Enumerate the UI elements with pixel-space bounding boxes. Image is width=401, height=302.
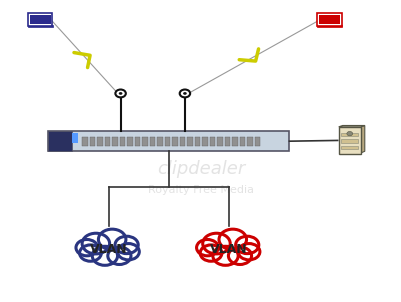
Circle shape — [228, 247, 251, 265]
FancyBboxPatch shape — [142, 137, 147, 146]
Circle shape — [79, 245, 101, 261]
FancyBboxPatch shape — [48, 131, 289, 151]
Polygon shape — [316, 25, 341, 27]
Circle shape — [115, 236, 138, 254]
FancyBboxPatch shape — [318, 14, 339, 24]
FancyBboxPatch shape — [217, 137, 222, 146]
FancyBboxPatch shape — [340, 146, 357, 149]
Circle shape — [117, 243, 139, 260]
Circle shape — [200, 245, 221, 261]
Polygon shape — [360, 126, 364, 153]
FancyBboxPatch shape — [340, 133, 357, 136]
FancyBboxPatch shape — [164, 137, 170, 146]
Circle shape — [219, 229, 246, 250]
FancyBboxPatch shape — [239, 137, 245, 146]
Circle shape — [212, 246, 237, 265]
Circle shape — [76, 239, 97, 256]
FancyBboxPatch shape — [254, 137, 260, 146]
Circle shape — [98, 229, 126, 250]
FancyBboxPatch shape — [30, 14, 51, 24]
Circle shape — [179, 89, 190, 97]
Text: Royalty Free Media: Royalty Free Media — [148, 185, 253, 195]
FancyBboxPatch shape — [82, 137, 87, 146]
Circle shape — [82, 233, 109, 254]
FancyBboxPatch shape — [317, 13, 341, 26]
FancyBboxPatch shape — [89, 137, 95, 146]
FancyBboxPatch shape — [202, 137, 207, 146]
FancyBboxPatch shape — [209, 137, 215, 146]
Text: VLAN: VLAN — [89, 243, 127, 256]
FancyBboxPatch shape — [340, 139, 357, 143]
FancyBboxPatch shape — [119, 137, 125, 146]
FancyBboxPatch shape — [104, 137, 110, 146]
FancyBboxPatch shape — [134, 137, 140, 146]
Polygon shape — [28, 25, 53, 27]
Circle shape — [118, 92, 122, 95]
Circle shape — [237, 243, 259, 260]
FancyBboxPatch shape — [112, 137, 117, 146]
Circle shape — [115, 89, 126, 97]
Circle shape — [196, 239, 218, 256]
FancyBboxPatch shape — [172, 137, 177, 146]
FancyBboxPatch shape — [247, 137, 252, 146]
FancyBboxPatch shape — [28, 13, 52, 26]
Polygon shape — [338, 126, 364, 127]
Text: VLAN: VLAN — [210, 243, 247, 256]
Text: clipdealer: clipdealer — [156, 160, 245, 178]
FancyBboxPatch shape — [149, 137, 155, 146]
FancyBboxPatch shape — [179, 137, 185, 146]
FancyBboxPatch shape — [187, 137, 192, 146]
Circle shape — [182, 92, 186, 95]
Circle shape — [235, 236, 258, 254]
FancyBboxPatch shape — [72, 133, 78, 143]
FancyBboxPatch shape — [194, 137, 200, 146]
FancyBboxPatch shape — [48, 131, 72, 151]
FancyBboxPatch shape — [127, 137, 132, 146]
FancyBboxPatch shape — [338, 127, 360, 154]
FancyBboxPatch shape — [224, 137, 230, 146]
Circle shape — [107, 247, 131, 265]
FancyBboxPatch shape — [232, 137, 237, 146]
Circle shape — [346, 131, 352, 136]
Circle shape — [92, 246, 117, 265]
Circle shape — [202, 233, 230, 254]
FancyBboxPatch shape — [97, 137, 102, 146]
FancyBboxPatch shape — [157, 137, 162, 146]
